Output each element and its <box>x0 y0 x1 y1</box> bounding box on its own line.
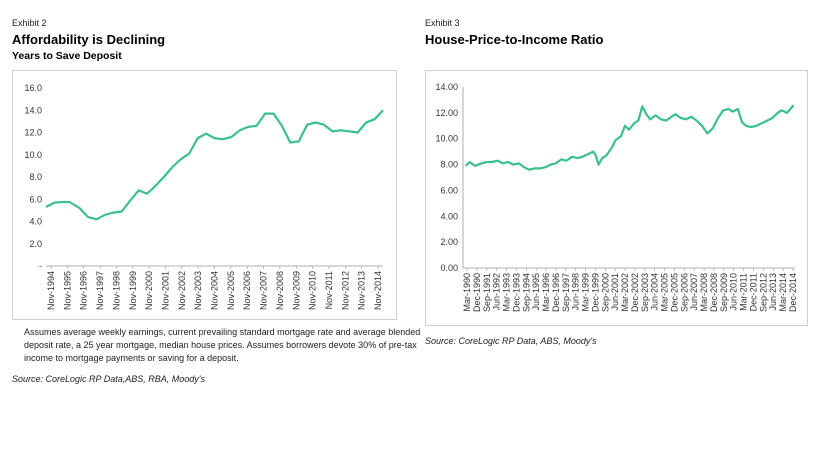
right-chart-frame <box>425 70 808 326</box>
left-x-tick-label: Nov-2006 <box>242 271 252 310</box>
right-series-line-0 <box>464 104 795 171</box>
left-y-tick-label: 10.0 <box>24 150 42 160</box>
left-x-tick-label: Nov-2004 <box>210 271 220 310</box>
left-exhibit-label: Exhibit 2 <box>12 18 47 28</box>
left-x-tick-label: Nov-2003 <box>193 271 203 310</box>
right-x-tick-label: Sep-2009 <box>719 273 729 312</box>
right-x-tick-label: Jun-2010 <box>729 273 739 311</box>
right-x-tick-label: Mar-1999 <box>581 273 591 312</box>
right-x-tick-label: Dec-1993 <box>511 273 521 312</box>
left-y-tick-label: 12.0 <box>24 128 42 138</box>
left-x-tick-label: Nov-1997 <box>95 271 105 310</box>
right-x-tick-label: Mar-2014 <box>778 273 788 312</box>
right-y-tick-label: 10.00 <box>435 134 458 144</box>
right-y-tick-label: 2.00 <box>440 237 458 247</box>
right-x-tick-label: Mar-1996 <box>541 273 551 312</box>
right-y-tick-label: 12.00 <box>435 108 458 118</box>
left-y-tick-label: 14.0 <box>24 105 42 115</box>
right-x-tick-label: Sep-2003 <box>640 273 650 312</box>
right-x-tick-label: Jun-2007 <box>689 273 699 311</box>
right-chart-title: House-Price-to-Income Ratio <box>425 32 604 47</box>
left-x-tick-label: Nov-2014 <box>373 271 383 310</box>
left-x-tick-label: Nov-2011 <box>324 271 334 309</box>
left-y-tick-label: 6.0 <box>29 194 42 204</box>
right-x-tick-label: Mar-2008 <box>699 273 709 312</box>
right-y-tick-label: 14.00 <box>435 82 458 92</box>
right-x-tick-label: Dec-1999 <box>590 273 600 312</box>
right-x-tick-label: Dec-2002 <box>630 273 640 312</box>
right-x-tick-label: Dec-1990 <box>472 273 482 312</box>
right-x-tick-label: Sep-1994 <box>521 273 531 312</box>
right-x-tick-label: Jun-2001 <box>610 273 620 311</box>
left-y-tick-label: 4.0 <box>29 217 42 227</box>
left-x-tick-label: Nov-1995 <box>62 271 72 310</box>
right-y-tick-label: 4.00 <box>440 211 458 221</box>
right-x-tick-label: Jun-1995 <box>531 273 541 311</box>
left-x-tick-label: Nov-2010 <box>308 271 318 310</box>
left-x-tick-label: Nov-2007 <box>259 271 269 310</box>
right-exhibit-label: Exhibit 3 <box>425 18 460 28</box>
right-x-tick-label: Mar-2002 <box>620 273 630 312</box>
right-x-tick-label: Jun-1992 <box>492 273 502 311</box>
right-x-tick-label: Mar-1990 <box>462 273 472 312</box>
right-x-tick-label: Sep-2006 <box>679 273 689 312</box>
left-x-tick-label: Nov-2005 <box>226 271 236 310</box>
left-x-tick-label: Nov-2000 <box>144 271 154 310</box>
right-x-tick-label: Jun-1998 <box>571 273 581 311</box>
left-y-tick-label: 16.0 <box>24 83 42 93</box>
left-chart-title: Affordability is Declining <box>12 32 166 47</box>
left-x-tick-label: Nov-2013 <box>357 271 367 310</box>
right-y-tick-label: 6.00 <box>440 185 458 195</box>
right-x-tick-label: Sep-2000 <box>600 273 610 312</box>
right-x-tick-label: Jun-2013 <box>768 273 778 311</box>
left-x-tick-label: Nov-1996 <box>79 271 89 310</box>
left-y-tick-label: 2.0 <box>29 239 42 249</box>
right-x-tick-label: Mar-1993 <box>502 273 512 312</box>
right-x-tick-label: Dec-2008 <box>709 273 719 312</box>
left-series-line-0 <box>45 109 384 221</box>
right-x-tick-label: Jun-2004 <box>650 273 660 311</box>
right-chart-source: Source: CoreLogic RP Data, ABS, Moody's <box>425 336 597 346</box>
right-x-tick-label: Mar-2005 <box>660 273 670 312</box>
right-x-tick-label: Sep-2012 <box>758 273 768 312</box>
right-x-tick-label: Dec-2005 <box>669 273 679 312</box>
left-chart-frame <box>12 70 397 320</box>
right-y-tick-label: 0.00 <box>440 263 458 273</box>
right-x-tick-label: Dec-2011 <box>748 273 758 311</box>
right-x-tick-label: Dec-1996 <box>551 273 561 312</box>
left-x-tick-label: Nov-1994 <box>46 271 56 310</box>
left-x-tick-label: Nov-2002 <box>177 271 187 310</box>
left-x-tick-label: Nov-2009 <box>291 271 301 310</box>
right-x-tick-label: Sep-1997 <box>561 273 571 312</box>
left-x-tick-label: Nov-2001 <box>160 271 170 310</box>
right-x-tick-label: Mar-2011 <box>739 273 749 311</box>
left-x-tick-label: Nov-1999 <box>128 271 138 310</box>
right-x-tick-label: Sep-1991 <box>482 273 492 312</box>
left-chart-source: Source: CoreLogic RP Data,ABS, RBA, Mood… <box>12 374 205 384</box>
left-x-tick-label: Nov-2008 <box>275 271 285 310</box>
left-x-tick-label: Nov-1998 <box>111 271 121 310</box>
left-chart-subtitle: Years to Save Deposit <box>12 50 122 62</box>
right-y-tick-label: 8.00 <box>440 160 458 170</box>
right-x-tick-label: Dec-2014 <box>788 273 798 312</box>
left-y-tick-label: - <box>39 261 42 271</box>
left-x-tick-label: Nov-2012 <box>340 271 350 310</box>
left-chart-note: Assumes average weekly earnings, current… <box>24 327 421 363</box>
left-y-tick-label: 8.0 <box>29 172 42 182</box>
